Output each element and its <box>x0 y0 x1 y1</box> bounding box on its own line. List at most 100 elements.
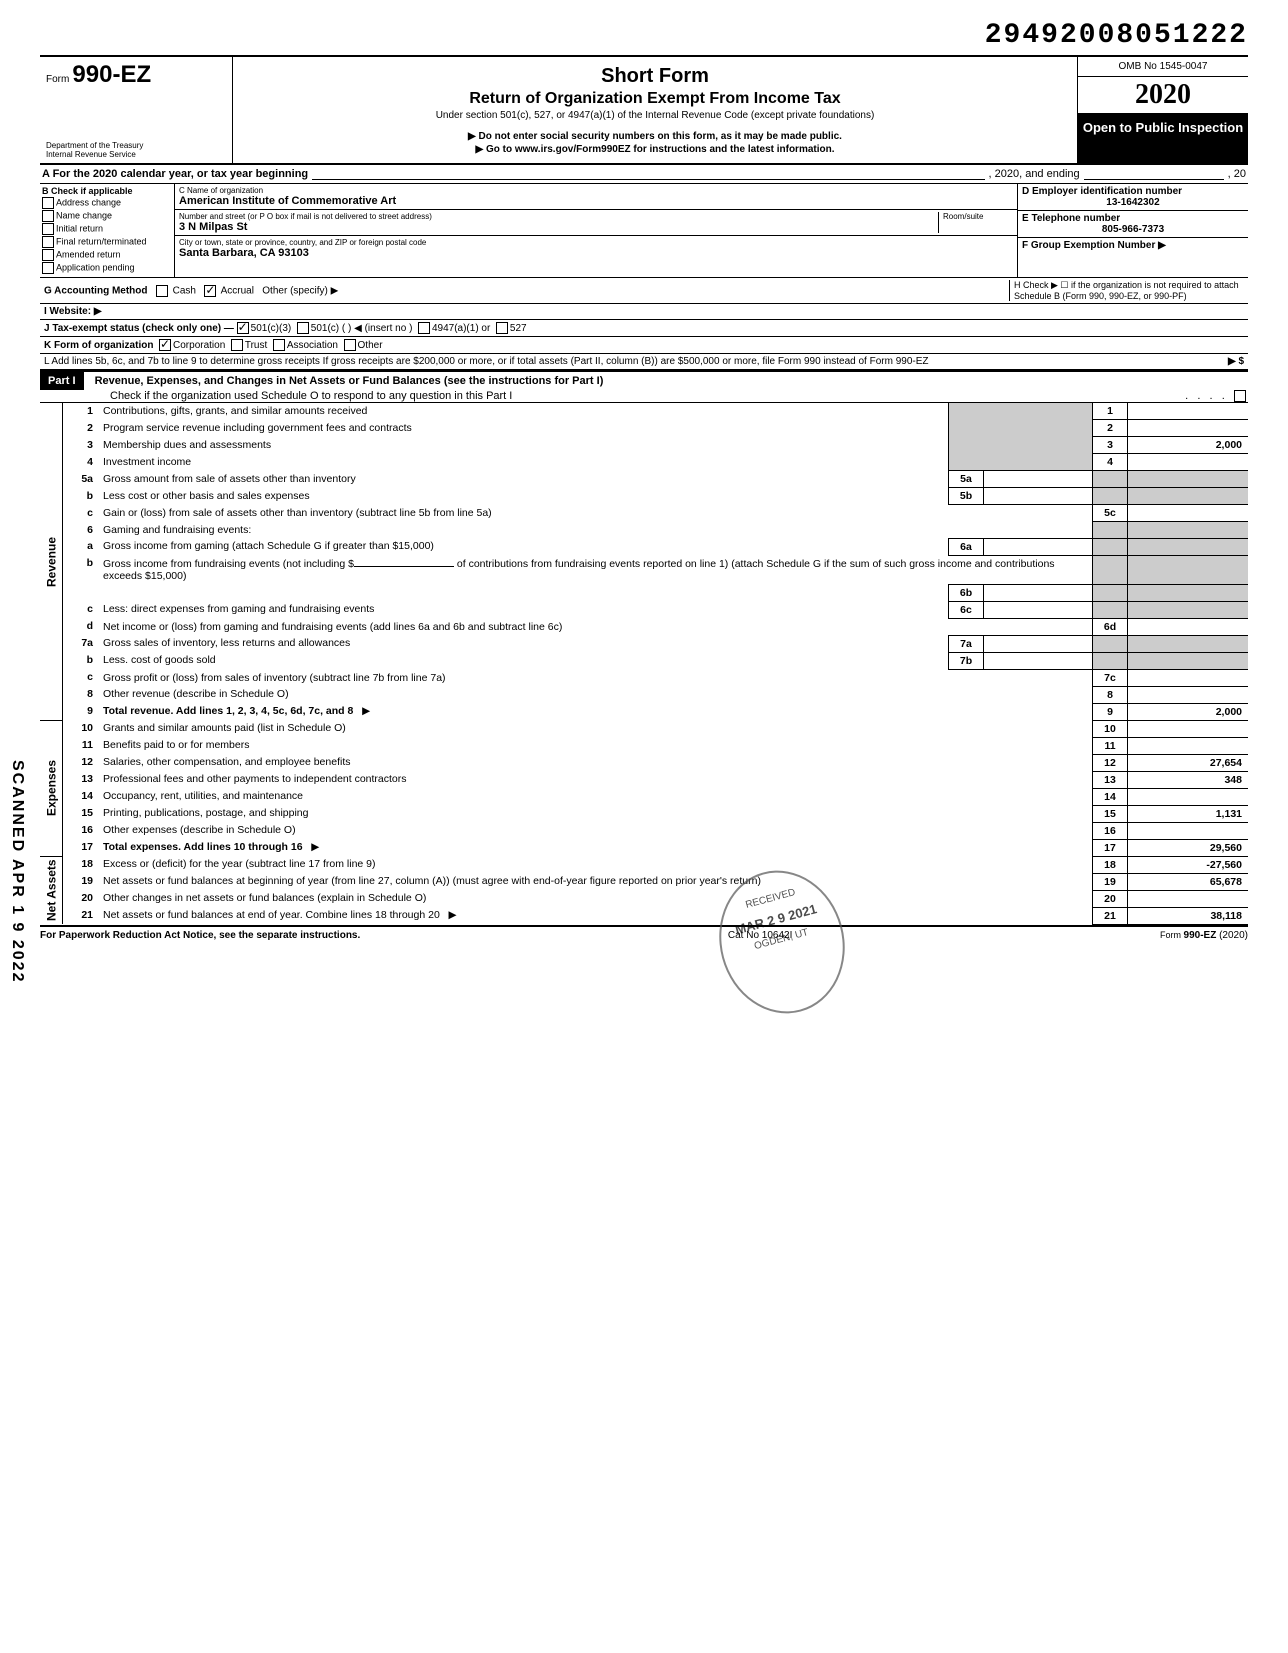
f-label: F Group Exemption Number ▶ <box>1022 240 1166 251</box>
short-form-title: Short Form <box>243 65 1067 88</box>
chk-address[interactable]: Address change <box>42 197 172 209</box>
expenses-label: Expenses <box>40 720 63 856</box>
line-1: Contributions, gifts, grants, and simila… <box>99 403 949 420</box>
footer: For Paperwork Reduction Act Notice, see … <box>40 925 1248 941</box>
form-number: 990-EZ <box>72 61 151 88</box>
b-header: B Check if applicable <box>42 186 172 196</box>
dept-treasury: Department of the Treasury Internal Reve… <box>46 141 226 159</box>
year-begin-field[interactable] <box>312 168 984 180</box>
chk-corp[interactable] <box>159 339 171 351</box>
city-label: City or town, state or province, country… <box>179 238 1013 247</box>
chk-501c3[interactable] <box>237 322 249 334</box>
line-19: Net assets or fund balances at beginning… <box>99 873 1093 890</box>
line-6a: Gross income from gaming (attach Schedul… <box>99 538 949 555</box>
street-val: 3 N Milpas St <box>179 221 938 233</box>
chk-pending[interactable]: Application pending <box>42 262 172 274</box>
j-o3: 4947(a)(1) or <box>432 323 490 334</box>
chk-schedule-o[interactable] <box>1234 390 1246 402</box>
j-label: J Tax-exempt status (check only one) — <box>44 323 234 334</box>
val-13: 348 <box>1128 771 1249 788</box>
part-1-tag: Part I <box>40 372 84 390</box>
row-a-mid: , 2020, and ending <box>989 168 1080 180</box>
form-prefix: Form <box>46 74 69 85</box>
k-corp: Corporation <box>173 340 225 351</box>
val-3: 2,000 <box>1128 437 1249 454</box>
note-url: ▶ Go to www.irs.gov/Form990EZ for instru… <box>243 144 1067 155</box>
form-header: Form 990-EZ Department of the Treasury I… <box>40 55 1248 165</box>
line-6d: Net income or (loss) from gaming and fun… <box>99 618 1093 635</box>
line-5a: Gross amount from sale of assets other t… <box>99 471 949 488</box>
k-trust: Trust <box>245 340 267 351</box>
line-2: Program service revenue including govern… <box>99 420 949 437</box>
revenue-label: Revenue <box>40 403 63 720</box>
h-text: H Check ▶ ☐ if the organization is not r… <box>1009 280 1244 301</box>
chk-cash[interactable] <box>156 285 168 297</box>
line-13: Professional fees and other payments to … <box>99 771 1093 788</box>
footer-left: For Paperwork Reduction Act Notice, see … <box>40 930 360 941</box>
subtitle: Under section 501(c), 527, or 4947(a)(1)… <box>243 110 1067 121</box>
chk-trust[interactable] <box>231 339 243 351</box>
val-12: 27,654 <box>1128 754 1249 771</box>
chk-name[interactable]: Name change <box>42 210 172 222</box>
netassets-label: Net Assets <box>40 856 63 924</box>
chk-assoc[interactable] <box>273 339 285 351</box>
other-label: Other (specify) ▶ <box>262 285 338 296</box>
chk-527[interactable] <box>496 322 508 334</box>
chk-initial[interactable]: Initial return <box>42 223 172 235</box>
l-arrow: ▶ $ <box>1184 356 1244 367</box>
val-21: 38,118 <box>1128 907 1249 924</box>
line-21: Net assets or fund balances at end of ye… <box>103 909 440 921</box>
chk-4947[interactable] <box>418 322 430 334</box>
g-label: G Accounting Method <box>44 285 148 296</box>
d-label: D Employer identification number <box>1022 186 1244 197</box>
col-b-checkboxes: B Check if applicable Address change Nam… <box>40 184 175 277</box>
line-18: Excess or (deficit) for the year (subtra… <box>99 856 1093 873</box>
line-5c: Gain or (loss) from sale of assets other… <box>99 505 1093 522</box>
footer-right: Form 990-EZ (2020) <box>1160 930 1248 941</box>
ein: 13-1642302 <box>1022 197 1244 208</box>
k-other: Other <box>358 340 383 351</box>
line-11: Benefits paid to or for members <box>99 737 1093 754</box>
chk-501c[interactable] <box>297 322 309 334</box>
scanned-stamp: SCANNED APR 1 9 2022 <box>8 760 26 983</box>
e-label: E Telephone number <box>1022 213 1244 224</box>
line-8: Other revenue (describe in Schedule O) <box>99 686 1093 703</box>
val-19: 65,678 <box>1128 873 1249 890</box>
city-val: Santa Barbara, CA 93103 <box>179 247 1013 259</box>
row-a-label: A For the 2020 calendar year, or tax yea… <box>42 168 308 180</box>
line-15: Printing, publications, postage, and shi… <box>99 805 1093 822</box>
phone: 805-966-7373 <box>1022 224 1244 235</box>
line-4: Investment income <box>99 454 949 471</box>
line-16: Other expenses (describe in Schedule O) <box>99 822 1093 839</box>
street-label: Number and street (or P O box if mail is… <box>179 212 938 221</box>
year-end-field[interactable] <box>1084 168 1224 180</box>
accrual-label: Accrual <box>221 285 254 296</box>
val-17: 29,560 <box>1128 839 1249 856</box>
part-1-check: Check if the organization used Schedule … <box>40 390 512 402</box>
row-a: A For the 2020 calendar year, or tax yea… <box>40 165 1248 184</box>
chk-final[interactable]: Final return/terminated <box>42 236 172 248</box>
omb-number: OMB No 1545-0047 <box>1078 57 1248 77</box>
val-15: 1,131 <box>1128 805 1249 822</box>
chk-amended[interactable]: Amended return <box>42 249 172 261</box>
main-table: Revenue 1Contributions, gifts, grants, a… <box>40 403 1248 925</box>
note-ssn: ▶ Do not enter social security numbers o… <box>243 131 1067 142</box>
line-3: Membership dues and assessments <box>99 437 949 454</box>
line-10: Grants and similar amounts paid (list in… <box>99 720 1093 737</box>
i-website: I Website: ▶ <box>44 306 102 317</box>
dln-number: 29492008051222 <box>40 20 1248 51</box>
row-a-end: , 20 <box>1228 168 1246 180</box>
line-5b: Less cost or other basis and sales expen… <box>99 488 949 505</box>
line-20: Other changes in net assets or fund bala… <box>99 890 1093 907</box>
j-o1: 501(c)(3) <box>251 323 292 334</box>
chk-other[interactable] <box>344 339 356 351</box>
line-17: Total expenses. Add lines 10 through 16 <box>103 841 303 853</box>
line-9: Total revenue. Add lines 1, 2, 3, 4, 5c,… <box>103 705 353 717</box>
line-6b-amount[interactable] <box>354 566 454 567</box>
part-1-title: Revenue, Expenses, and Changes in Net As… <box>87 375 604 387</box>
val-18: -27,560 <box>1128 856 1249 873</box>
chk-accrual[interactable] <box>204 285 216 297</box>
part-1-header: Part I Revenue, Expenses, and Changes in… <box>40 370 1248 403</box>
line-7a: Gross sales of inventory, less returns a… <box>99 635 949 652</box>
tax-year: 2020 <box>1078 77 1248 114</box>
